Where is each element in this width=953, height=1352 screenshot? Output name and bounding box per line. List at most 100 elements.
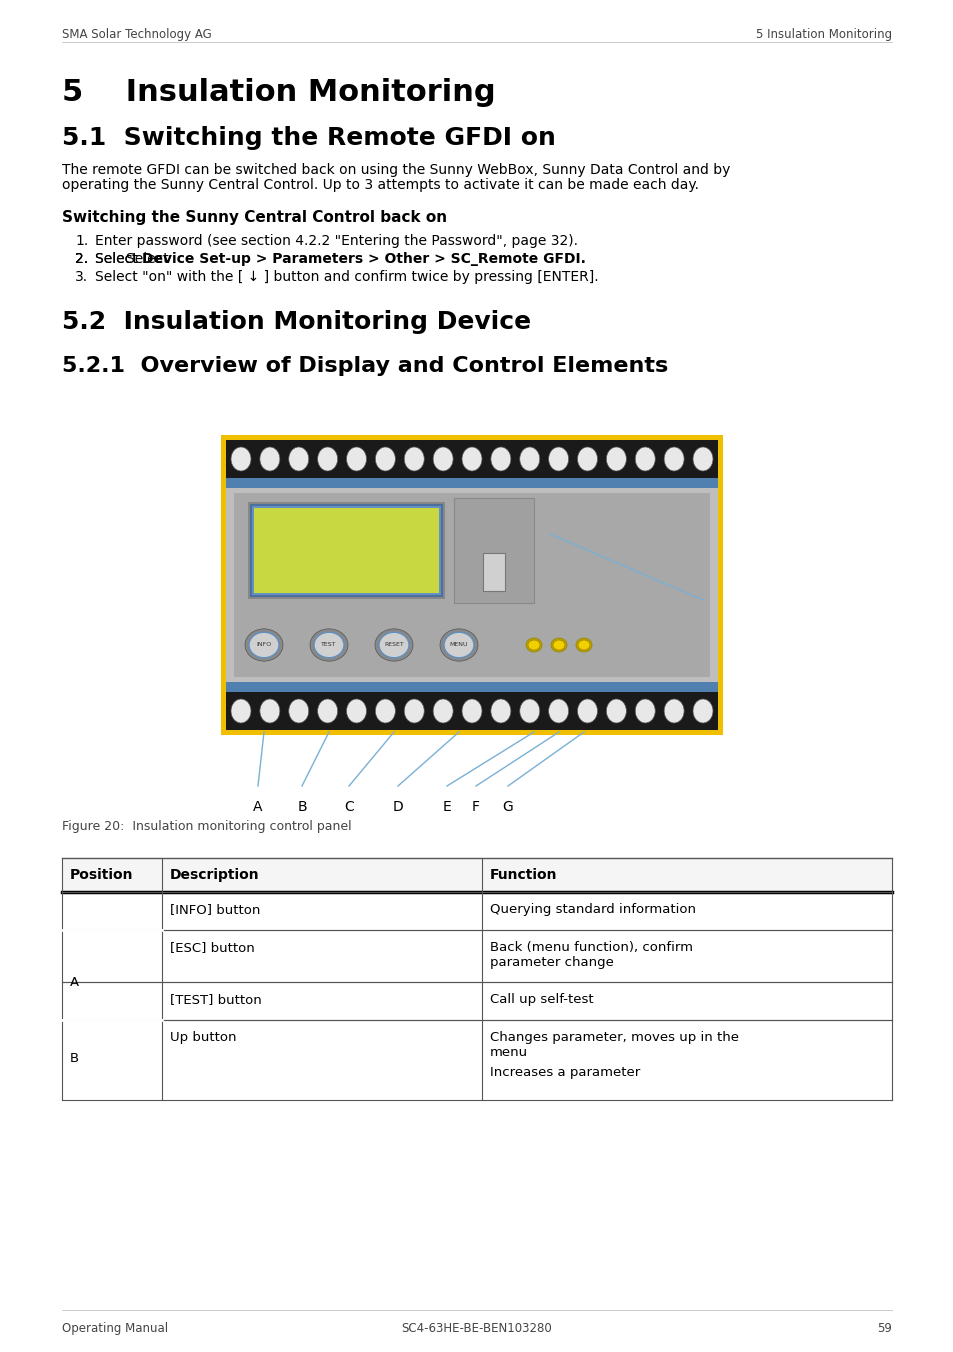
Ellipse shape bbox=[346, 699, 366, 723]
Ellipse shape bbox=[289, 448, 309, 470]
Ellipse shape bbox=[317, 448, 337, 470]
Bar bbox=[226, 479, 718, 692]
Text: Function: Function bbox=[490, 868, 557, 882]
Ellipse shape bbox=[231, 448, 251, 470]
Text: parameter change: parameter change bbox=[490, 956, 613, 969]
Ellipse shape bbox=[548, 448, 568, 470]
Ellipse shape bbox=[317, 699, 337, 723]
Text: D: D bbox=[393, 800, 403, 814]
Text: Back (menu function), confirm: Back (menu function), confirm bbox=[490, 941, 692, 955]
Ellipse shape bbox=[310, 629, 348, 661]
Ellipse shape bbox=[314, 633, 344, 658]
Ellipse shape bbox=[527, 639, 539, 650]
Ellipse shape bbox=[249, 633, 278, 658]
Text: INFO: INFO bbox=[256, 642, 272, 648]
Ellipse shape bbox=[461, 448, 481, 470]
Ellipse shape bbox=[378, 633, 409, 658]
Text: operating the Sunny Central Control. Up to 3 attempts to activate it can be made: operating the Sunny Central Control. Up … bbox=[62, 178, 699, 192]
Text: 5.2.1  Overview of Display and Control Elements: 5.2.1 Overview of Display and Control El… bbox=[62, 356, 667, 376]
Ellipse shape bbox=[551, 638, 566, 652]
Ellipse shape bbox=[663, 448, 683, 470]
Bar bbox=[482, 553, 504, 591]
Ellipse shape bbox=[553, 639, 564, 650]
Text: Description: Description bbox=[170, 868, 259, 882]
Text: [TEST] button: [TEST] button bbox=[170, 992, 261, 1006]
Text: Select: Select bbox=[95, 251, 142, 266]
Ellipse shape bbox=[433, 699, 453, 723]
Text: 59: 59 bbox=[876, 1322, 891, 1334]
Ellipse shape bbox=[375, 448, 395, 470]
Ellipse shape bbox=[439, 629, 477, 661]
Bar bbox=[233, 493, 709, 677]
Ellipse shape bbox=[231, 699, 251, 723]
Ellipse shape bbox=[606, 448, 626, 470]
Text: 1.: 1. bbox=[75, 234, 89, 247]
Text: [ESC] button: [ESC] button bbox=[170, 941, 254, 955]
Text: Figure 20:  Insulation monitoring control panel: Figure 20: Insulation monitoring control… bbox=[62, 821, 352, 833]
Bar bbox=[454, 498, 534, 603]
Text: B: B bbox=[297, 800, 307, 814]
Bar bbox=[226, 439, 718, 730]
Ellipse shape bbox=[259, 448, 279, 470]
Text: [INFO] button: [INFO] button bbox=[170, 903, 260, 917]
Bar bbox=[62, 892, 891, 930]
Text: Select "on" with the [ ↓ ] button and confirm twice by pressing [ENTER].: Select "on" with the [ ↓ ] button and co… bbox=[95, 270, 598, 284]
Text: SC4-63HE-BE-BEN103280: SC4-63HE-BE-BEN103280 bbox=[401, 1322, 552, 1334]
Bar bbox=[62, 982, 891, 1019]
Text: 5.1  Switching the Remote GFDI on: 5.1 Switching the Remote GFDI on bbox=[62, 126, 556, 150]
Bar bbox=[62, 930, 891, 982]
Text: B: B bbox=[70, 1052, 79, 1064]
Ellipse shape bbox=[519, 699, 539, 723]
Text: 2.: 2. bbox=[75, 251, 88, 266]
Text: 5.2  Insulation Monitoring Device: 5.2 Insulation Monitoring Device bbox=[62, 310, 531, 334]
Text: SMA Solar Technology AG: SMA Solar Technology AG bbox=[62, 28, 212, 41]
Ellipse shape bbox=[259, 699, 279, 723]
Bar bbox=[62, 1019, 891, 1101]
Text: Select: Select bbox=[95, 251, 142, 266]
Text: The remote GFDI can be switched back on using the Sunny WebBox, Sunny Data Contr: The remote GFDI can be switched back on … bbox=[62, 164, 730, 177]
Text: Querying standard information: Querying standard information bbox=[490, 903, 696, 917]
Bar bbox=[226, 479, 718, 488]
Text: Up button: Up button bbox=[170, 1032, 236, 1044]
Text: 3.: 3. bbox=[75, 270, 88, 284]
Ellipse shape bbox=[577, 699, 597, 723]
Bar bbox=[221, 435, 722, 735]
Bar bbox=[248, 502, 444, 599]
Text: F: F bbox=[472, 800, 479, 814]
Text: Increases a parameter: Increases a parameter bbox=[490, 1065, 639, 1079]
Text: Position: Position bbox=[70, 868, 133, 882]
Ellipse shape bbox=[346, 448, 366, 470]
Ellipse shape bbox=[375, 699, 395, 723]
Ellipse shape bbox=[461, 699, 481, 723]
Ellipse shape bbox=[245, 629, 283, 661]
Ellipse shape bbox=[548, 699, 568, 723]
Text: A: A bbox=[70, 976, 79, 988]
Ellipse shape bbox=[433, 448, 453, 470]
Text: TEST: TEST bbox=[321, 642, 336, 648]
Bar bbox=[226, 681, 718, 692]
Ellipse shape bbox=[577, 448, 597, 470]
Ellipse shape bbox=[578, 639, 589, 650]
Ellipse shape bbox=[491, 699, 511, 723]
Text: 2.: 2. bbox=[75, 251, 88, 266]
Ellipse shape bbox=[404, 448, 424, 470]
Bar bbox=[253, 508, 438, 594]
Text: Call up self-test: Call up self-test bbox=[490, 992, 593, 1006]
Bar bbox=[226, 692, 718, 730]
Ellipse shape bbox=[525, 638, 541, 652]
Text: Changes parameter, moves up in the: Changes parameter, moves up in the bbox=[490, 1032, 739, 1044]
Ellipse shape bbox=[576, 638, 592, 652]
Ellipse shape bbox=[404, 699, 424, 723]
Ellipse shape bbox=[375, 629, 413, 661]
Ellipse shape bbox=[519, 448, 539, 470]
Text: Device Set-up > Parameters > Other > SC_Remote GFDI.: Device Set-up > Parameters > Other > SC_… bbox=[142, 251, 585, 266]
Text: MENU: MENU bbox=[449, 642, 468, 648]
Ellipse shape bbox=[606, 699, 626, 723]
Text: RESET: RESET bbox=[384, 642, 403, 648]
Text: 5    Insulation Monitoring: 5 Insulation Monitoring bbox=[62, 78, 496, 107]
Text: A: A bbox=[253, 800, 262, 814]
Ellipse shape bbox=[692, 448, 712, 470]
Text: Select: Select bbox=[126, 251, 172, 266]
Text: menu: menu bbox=[490, 1046, 528, 1059]
Ellipse shape bbox=[491, 448, 511, 470]
